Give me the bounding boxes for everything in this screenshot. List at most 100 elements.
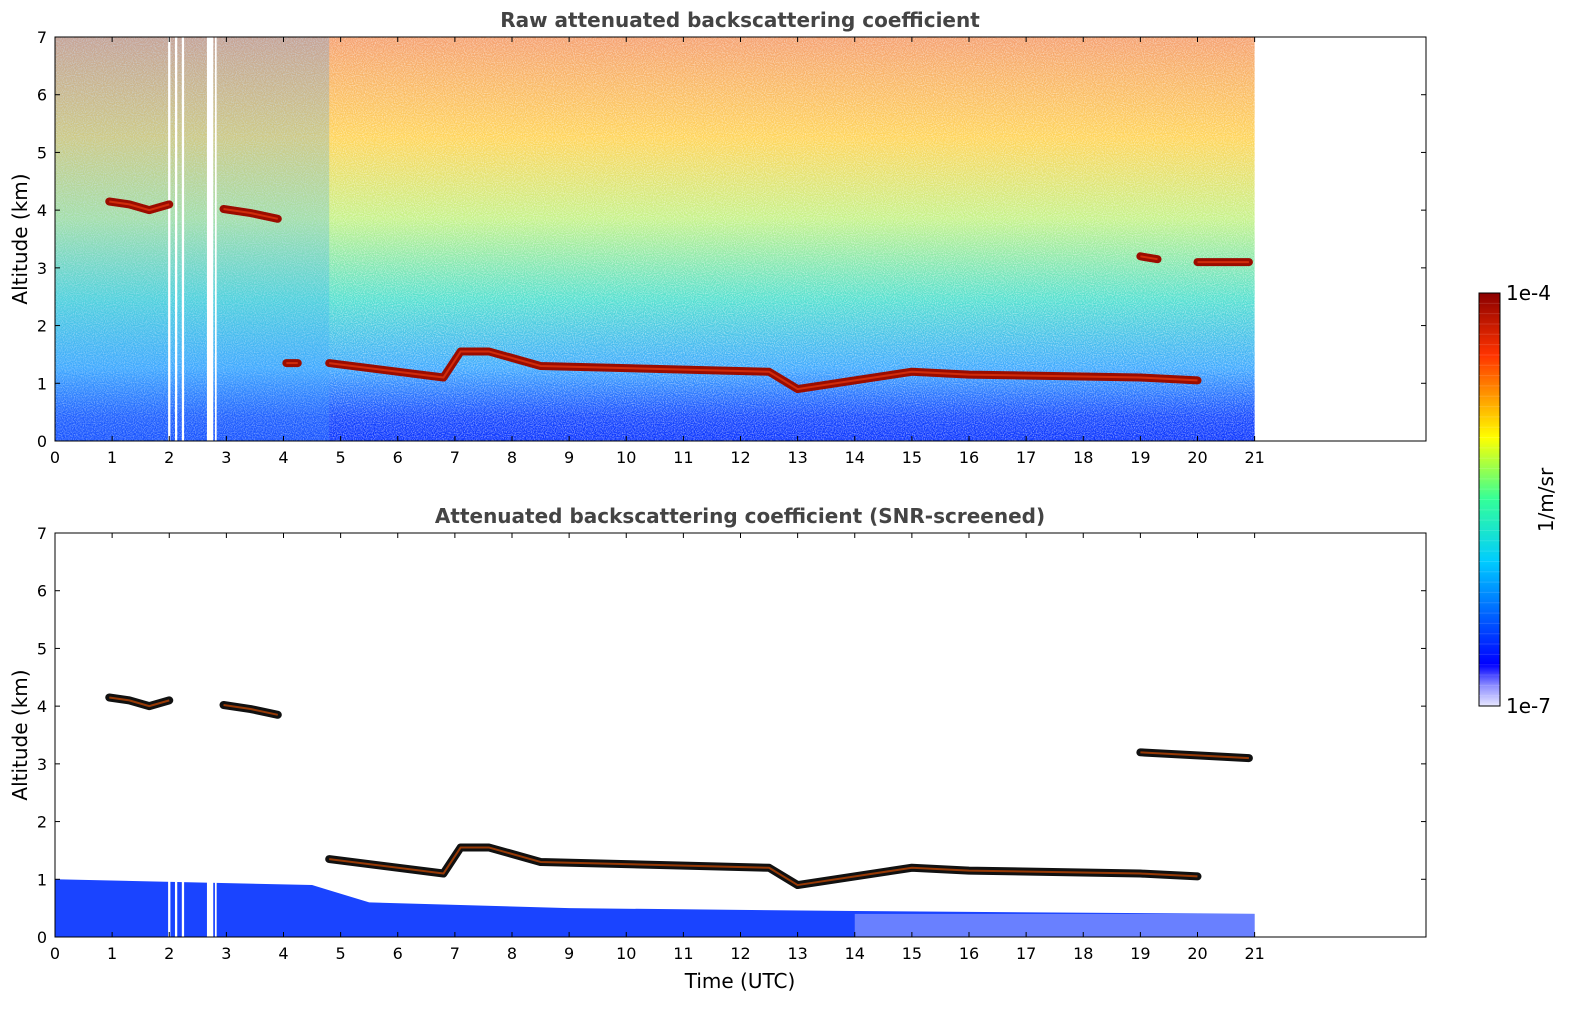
cloud-layer-1-edge	[223, 207, 278, 220]
x-tick-label: 3	[221, 448, 231, 467]
x-tick-label: 15	[902, 448, 922, 467]
cloud-layer-0-edge	[109, 200, 170, 212]
boundary-layer-weak	[854, 913, 1255, 937]
y-tick-label: 6	[37, 582, 47, 601]
x-tick: 19	[1130, 37, 1151, 467]
x-tick-label: 8	[507, 448, 517, 467]
y-tick: 1	[37, 870, 1426, 889]
x-tick-label: 1	[107, 944, 117, 963]
x-tick: 10	[616, 533, 636, 963]
y-tick: 3	[37, 259, 1426, 278]
y-tick: 7	[37, 28, 1426, 47]
x-tick: 17	[1016, 533, 1036, 963]
x-tick-label: 8	[507, 944, 517, 963]
y-tick: 5	[37, 639, 1426, 658]
x-tick-label: 9	[564, 448, 574, 467]
cloud-layer-0-edge	[109, 696, 170, 708]
x-tick: 0	[50, 533, 60, 963]
x-tick-label: 5	[336, 944, 346, 963]
y-tick-label: 1	[37, 374, 47, 393]
x-tick-label: 20	[1187, 944, 1207, 963]
x-tick-label: 6	[393, 944, 403, 963]
panel2-x-axis: 0 1 2 3 4 5 6 7 8 9 10 11 12 13 14 15 16 17 18 19 20 21	[50, 533, 1265, 963]
panel1-cloud-layers	[105, 197, 1253, 394]
panel1-backscatter-field	[55, 37, 1255, 441]
x-tick-label: 5	[336, 448, 346, 467]
x-tick-label: 7	[450, 448, 460, 467]
x-tick: 21	[1244, 37, 1265, 467]
x-tick-label: 11	[673, 944, 693, 963]
x-tick: 2	[164, 533, 174, 963]
x-tick-label: 15	[902, 944, 922, 963]
x-tick: 4	[278, 533, 289, 963]
x-tick: 5	[336, 533, 346, 963]
cloud-layer-4-edge	[1140, 255, 1158, 261]
x-tick: 16	[959, 37, 979, 467]
x-tick-label: 10	[616, 448, 636, 467]
x-tick-label: 4	[278, 944, 288, 963]
x-tick: 13	[787, 37, 808, 467]
x-tick: 12	[730, 37, 751, 467]
x-tick-label: 19	[1130, 448, 1150, 467]
panel1-title: Raw attenuated backscattering coefficien…	[500, 8, 980, 32]
y-tick: 0	[37, 928, 1426, 947]
x-tick: 19	[1130, 533, 1151, 963]
x-tick: 9	[564, 37, 574, 467]
x-tick-label: 4	[278, 448, 288, 467]
x-tick-label: 12	[730, 448, 750, 467]
x-tick-label: 14	[845, 944, 865, 963]
x-tick: 5	[336, 37, 346, 467]
x-tick: 18	[1073, 533, 1093, 963]
x-tick: 20	[1187, 37, 1208, 467]
data-gap	[214, 37, 217, 441]
x-tick: 2	[164, 37, 174, 467]
y-tick-label: 0	[37, 432, 47, 451]
colorbar-min-label: 1e-7	[1506, 694, 1551, 718]
x-tick: 15	[902, 37, 922, 467]
x-tick: 0	[50, 37, 60, 467]
panel2-y-label: Altitude (km)	[8, 669, 32, 800]
x-tick: 1	[107, 533, 117, 963]
x-tick-label: 10	[616, 944, 636, 963]
x-tick-label: 7	[450, 944, 460, 963]
early-low-signal	[55, 37, 330, 441]
y-tick-label: 2	[37, 813, 47, 832]
cloud-layer-3-edge	[329, 350, 1198, 391]
x-tick: 1	[107, 37, 117, 467]
y-tick-label: 4	[37, 697, 47, 716]
colorbar: 1e-4 1e-7 1/m/sr	[1478, 281, 1558, 718]
data-gap	[174, 37, 178, 441]
x-tick: 21	[1244, 533, 1265, 963]
data-gap	[214, 876, 217, 937]
x-tick: 8	[507, 37, 517, 467]
y-tick-label: 0	[37, 928, 47, 947]
y-tick: 3	[37, 755, 1426, 774]
panel2-frame	[54, 532, 1427, 938]
y-tick-label: 4	[37, 201, 47, 220]
x-tick: 8	[507, 533, 517, 963]
x-tick-label: 0	[50, 944, 60, 963]
data-gap	[174, 876, 178, 937]
y-tick-label: 1	[37, 870, 47, 889]
x-tick: 14	[845, 37, 865, 467]
x-tick-label: 16	[959, 448, 979, 467]
y-tick-label: 5	[37, 143, 47, 162]
y-tick: 2	[37, 317, 1426, 336]
y-tick: 7	[37, 524, 1426, 543]
y-tick-label: 3	[37, 259, 47, 278]
x-tick: 13	[787, 533, 808, 963]
x-tick: 3	[221, 533, 231, 963]
panel1-y-label: Altitude (km)	[8, 173, 32, 304]
colorbar-bands	[1479, 302, 1500, 697]
y-tick-label: 5	[37, 639, 47, 658]
panel2-y-axis: 0 1 2 3 4 5 6 7	[37, 524, 1426, 947]
y-tick: 6	[37, 86, 1426, 105]
x-tick: 14	[845, 533, 865, 963]
x-tick-label: 20	[1187, 448, 1207, 467]
x-tick: 12	[730, 533, 751, 963]
y-tick: 6	[37, 582, 1426, 601]
x-tick-label: 3	[221, 944, 231, 963]
y-tick: 5	[37, 143, 1426, 162]
panel2-backscatter-field	[55, 876, 1255, 937]
